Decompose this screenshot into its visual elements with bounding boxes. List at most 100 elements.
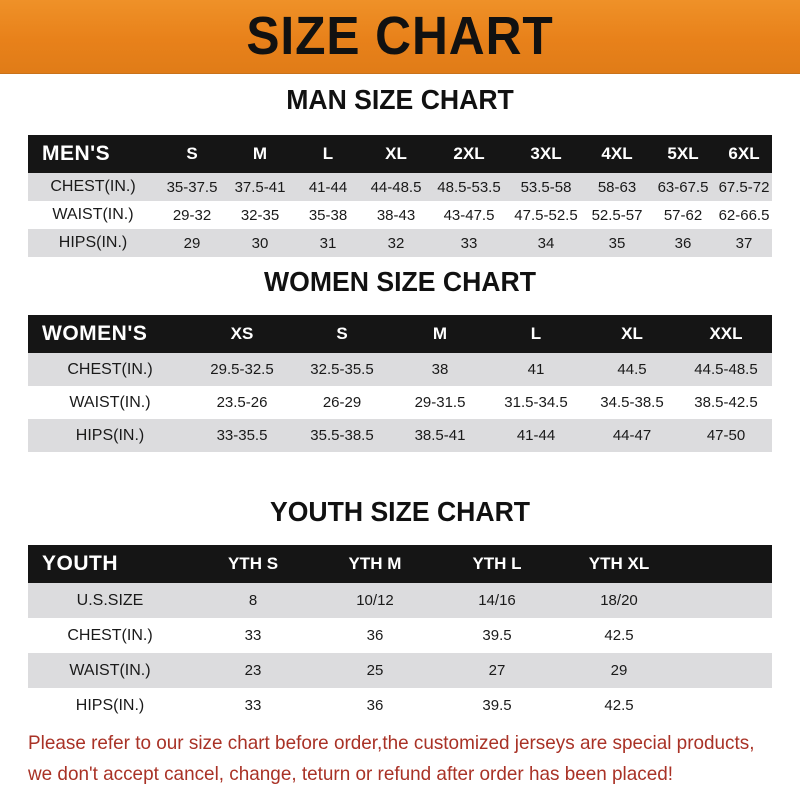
- youth-col-l: YTH L: [472, 554, 522, 573]
- youth-table-head: YOUTH YTH S YTH M YTH L YTH XL: [28, 545, 772, 583]
- youth-chest-s: 33: [244, 627, 262, 644]
- youth-ussize-s: 8: [248, 592, 258, 609]
- man-waist-6xl: 62-66.5: [718, 206, 770, 224]
- women-col-m: M: [432, 324, 448, 343]
- man-chest-3xl: 53.5-58: [520, 178, 572, 196]
- women-table-body: CHEST(IN.) 29.5-32.5 32.5-35.5 38 41 44.…: [28, 353, 772, 452]
- youth-ussize-l: 14/16: [478, 592, 516, 609]
- man-waist-s: 29-32: [172, 206, 212, 224]
- women-row-label-hips: HIPS(IN.): [75, 426, 145, 444]
- youth-chest-xl: 42.5: [604, 627, 634, 644]
- man-waist-3xl: 47.5-52.5: [514, 206, 578, 224]
- page-title: SIZE CHART: [246, 5, 554, 66]
- women-chest-l: 41: [527, 361, 545, 378]
- women-section-title: WOMEN SIZE CHART: [264, 266, 536, 297]
- man-chest-l: 41-44: [308, 178, 348, 196]
- man-chest-m: 37.5-41: [234, 178, 286, 196]
- footer-line-2: we don't accept cancel, change, teturn o…: [28, 763, 674, 785]
- man-col-3xl: 3XL: [530, 144, 562, 163]
- women-col-xxl: XXL: [709, 324, 743, 343]
- man-waist-m: 32-35: [240, 206, 280, 224]
- youth-corner-label: YOUTH: [42, 552, 118, 575]
- table-row: U.S.SIZE 8 10/12 14/16 18/20: [28, 583, 772, 618]
- man-waist-xl: 38-43: [376, 206, 416, 224]
- man-table-body: CHEST(IN.) 35-37.5 37.5-41 41-44 44-48.5…: [28, 173, 772, 257]
- man-waist-l: 35-38: [308, 206, 348, 224]
- table-row: HIPS(IN.) 29 30 31 32 33 34 35 36 37: [28, 229, 772, 257]
- youth-chest-empty: [680, 618, 772, 653]
- women-header-row: WOMEN'S XS S M L XL XXL: [28, 315, 772, 353]
- youth-size-table: YOUTH YTH S YTH M YTH L YTH XL U.S.SIZE …: [28, 545, 772, 723]
- man-chest-2xl: 48.5-53.5: [437, 178, 501, 196]
- man-chest-5xl: 63-67.5: [657, 178, 709, 196]
- women-chest-xl: 44.5: [617, 361, 647, 378]
- youth-ussize-empty: [680, 583, 772, 618]
- youth-hips-xl: 42.5: [604, 697, 634, 714]
- youth-waist-l: 27: [488, 662, 506, 679]
- man-col-xl: XL: [385, 144, 407, 163]
- women-hips-m: 38.5-41: [414, 427, 466, 444]
- youth-col-m: YTH M: [348, 554, 402, 573]
- page-banner: SIZE CHART: [0, 0, 800, 73]
- youth-hips-empty: [680, 688, 772, 723]
- man-chest-4xl: 58-63: [597, 178, 637, 196]
- women-chest-m: 38: [431, 361, 449, 378]
- man-hips-l: 31: [319, 234, 337, 252]
- table-row: HIPS(IN.) 33 36 39.5 42.5: [28, 688, 772, 723]
- man-col-5xl: 5XL: [667, 144, 699, 163]
- women-hips-xxl: 47-50: [706, 427, 746, 444]
- man-chest-s: 35-37.5: [166, 178, 218, 196]
- man-hips-5xl: 36: [674, 234, 692, 252]
- women-chest-xxl: 44.5-48.5: [694, 361, 758, 378]
- man-size-table: MEN'S S M L XL 2XL 3XL 4XL 5XL 6XL CHEST…: [28, 135, 772, 257]
- man-col-m: M: [252, 144, 268, 163]
- women-waist-s: 26-29: [322, 394, 362, 411]
- youth-col-s: YTH S: [227, 554, 279, 573]
- table-row: CHEST(IN.) 29.5-32.5 32.5-35.5 38 41 44.…: [28, 353, 772, 386]
- man-row-label-hips: HIPS(IN.): [58, 234, 128, 251]
- youth-hips-m: 36: [366, 697, 384, 714]
- women-hips-xl: 44-47: [612, 427, 652, 444]
- footer-disclaimer: Please refer to our size chart before or…: [28, 728, 757, 790]
- youth-ussize-xl: 18/20: [600, 592, 638, 609]
- youth-chest-m: 36: [366, 627, 384, 644]
- youth-waist-xl: 29: [610, 662, 628, 679]
- youth-chest-l: 39.5: [482, 627, 512, 644]
- man-section-title: MAN SIZE CHART: [286, 84, 514, 115]
- women-hips-xs: 33-35.5: [216, 427, 268, 444]
- man-col-s: S: [186, 144, 198, 163]
- women-hips-s: 35.5-38.5: [310, 427, 374, 444]
- youth-row-label-hips: HIPS(IN.): [75, 696, 145, 714]
- man-col-6xl: 6XL: [728, 144, 760, 163]
- women-waist-m: 29-31.5: [414, 394, 466, 411]
- table-row: HIPS(IN.) 33-35.5 35.5-38.5 38.5-41 41-4…: [28, 419, 772, 452]
- youth-hips-l: 39.5: [482, 697, 512, 714]
- man-row-label-waist: WAIST(IN.): [52, 206, 134, 223]
- women-waist-xl: 34.5-38.5: [600, 394, 664, 411]
- table-row: WAIST(IN.) 23 25 27 29: [28, 653, 772, 688]
- man-hips-m: 30: [251, 234, 269, 252]
- youth-row-label-ussize: U.S.SIZE: [76, 591, 144, 609]
- youth-header-row: YOUTH YTH S YTH M YTH L YTH XL: [28, 545, 772, 583]
- women-row-label-chest: CHEST(IN.): [67, 360, 153, 378]
- youth-row-label-chest: CHEST(IN.): [67, 626, 153, 644]
- man-col-2xl: 2XL: [453, 144, 485, 163]
- youth-ussize-m: 10/12: [356, 592, 394, 609]
- man-chest-6xl: 67.5-72: [718, 178, 770, 196]
- man-hips-xl: 32: [387, 234, 405, 252]
- man-waist-5xl: 57-62: [663, 206, 703, 224]
- women-col-l: L: [530, 324, 542, 343]
- man-hips-6xl: 37: [735, 234, 753, 252]
- women-chest-s: 32.5-35.5: [310, 361, 374, 378]
- table-row: CHEST(IN.) 33 36 39.5 42.5: [28, 618, 772, 653]
- man-header-row: MEN'S S M L XL 2XL 3XL 4XL 5XL 6XL: [28, 135, 772, 173]
- women-row-label-waist: WAIST(IN.): [69, 393, 151, 411]
- women-chest-xs: 29.5-32.5: [210, 361, 274, 378]
- man-table-head: MEN'S S M L XL 2XL 3XL 4XL 5XL 6XL: [28, 135, 772, 173]
- table-row: CHEST(IN.) 35-37.5 37.5-41 41-44 44-48.5…: [28, 173, 772, 201]
- women-table-head: WOMEN'S XS S M L XL XXL: [28, 315, 772, 353]
- women-size-table: WOMEN'S XS S M L XL XXL CHEST(IN.) 29.5-…: [28, 315, 772, 452]
- women-waist-l: 31.5-34.5: [504, 394, 568, 411]
- youth-waist-s: 23: [244, 662, 262, 679]
